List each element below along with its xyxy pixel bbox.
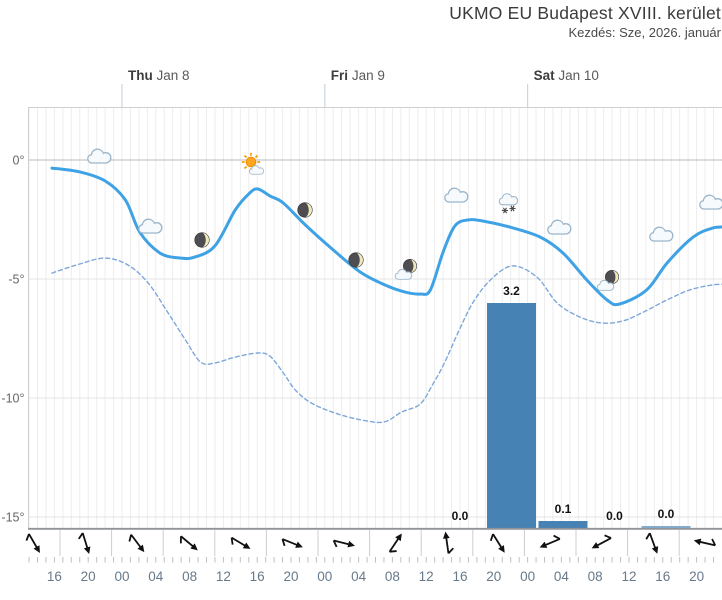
precip-value-label: 0.1 [555,502,572,516]
hour-label: 00 [317,569,332,584]
hour-label: 08 [182,569,197,584]
cloud-icon [547,219,572,235]
wind-row [25,530,717,556]
hour-label: 16 [655,569,670,584]
hour-label: 20 [283,569,298,584]
y-axis-label: -5° [8,273,24,287]
precip-value-label: 3.2 [503,284,520,298]
hour-label: 16 [47,569,62,584]
day-label: Thu Jan 8 [128,68,190,83]
moon-icon [194,232,210,248]
chart-header: UKMO EU Budapest XVIII. kerület Kezdés: … [449,3,721,40]
vertical-gridlines [28,107,714,528]
precip-bar [487,303,536,528]
hour-label: 04 [554,569,570,584]
wind-arrow [332,539,355,548]
hour-label: 04 [148,569,164,584]
cloud-icon [138,218,163,234]
y-axis-label: -15° [1,511,24,525]
moon-cloud-icon [394,259,417,280]
snow-cloud-icon [498,193,519,214]
wind-arrow [388,533,402,553]
moon-cloud-icon [596,270,619,291]
wind-arrow [591,534,612,549]
hour-tick-row [28,557,714,563]
moon-icon [297,202,313,218]
precip-value-label: 0.0 [658,507,675,521]
temperature-line [50,166,722,307]
weather-icons [87,148,722,291]
moon-icon [348,252,364,268]
wind-arrow [179,535,198,551]
wind-arrow [230,536,251,549]
precip-value-label: 0.0 [606,509,623,523]
precip-bar [641,526,691,528]
y-axis-label: 0° [13,154,25,168]
day-label: Sat Jan 10 [534,68,599,83]
sun-cloud-icon [241,152,265,175]
hour-label: 00 [520,569,535,584]
cloud-icon [649,226,674,242]
cloud-icon [87,148,112,164]
hour-label: 12 [621,569,636,584]
wind-arrow [645,532,659,554]
secondary-temperature-dashed-line [51,257,722,424]
wind-arrow [539,534,561,548]
wind-arrow [693,538,717,547]
hour-label: 12 [216,569,231,584]
cloud-icon [699,194,722,210]
y-axis-labels: 0° -5° -10° -15° [1,154,24,525]
chart-title: UKMO EU Budapest XVIII. kerület [449,3,721,23]
precip-value-label: 0.0 [452,509,469,523]
hour-label: 00 [114,569,129,584]
wind-arrow [281,538,303,548]
hour-label: 20 [81,569,96,584]
cloud-icon [444,187,469,203]
wind-arrow [78,532,91,554]
y-axis-label: -10° [1,392,24,406]
hour-label: 20 [486,569,501,584]
wind-arrow [489,533,505,553]
wind-arrow [25,533,40,553]
hour-label: 20 [689,569,704,584]
hour-label: 16 [250,569,265,584]
chart-subtitle: Kezdés: Sze, 2026. január [568,25,722,40]
hour-label: 08 [385,569,400,584]
day-label: Fri Jan 9 [331,68,385,83]
hour-labels: 16 20 00 04 08 12 16 20 00 04 08 12 16 20 00 04 08 12 16 20 [47,569,704,584]
hour-label: 08 [588,569,603,584]
precip-bar [538,521,588,528]
wind-arrow [128,534,145,553]
hour-label: 16 [452,569,467,584]
hour-label: 12 [419,569,434,584]
precipitation-bars: 0.0 3.2 0.1 0.0 0.0 [452,284,691,528]
day-axis: Thu Jan 8 Fri Jan 9 Sat Jan 10 [121,68,599,107]
hour-label: 04 [351,569,367,584]
wind-arrow [442,531,454,555]
